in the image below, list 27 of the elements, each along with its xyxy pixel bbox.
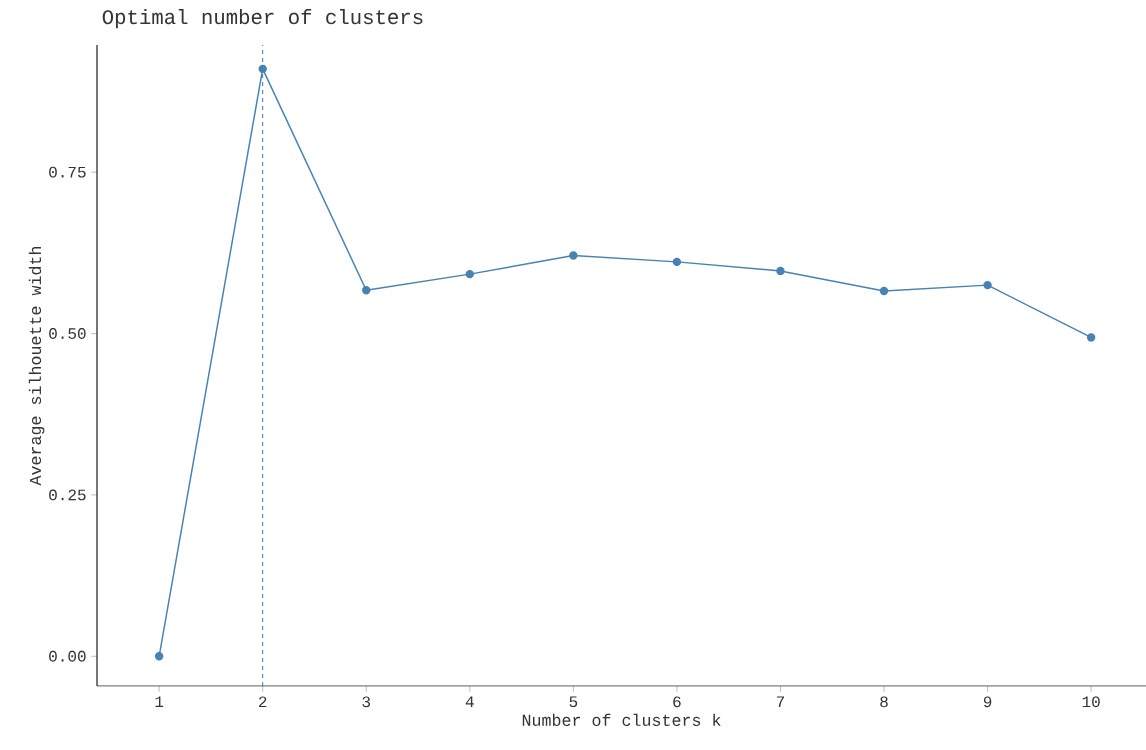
x-tick-label: 3 — [362, 696, 371, 708]
point — [672, 257, 682, 267]
point — [258, 64, 267, 74]
x-axis-title: Number of clusters k — [522, 713, 721, 726]
x-tick-label: 6 — [673, 696, 681, 708]
point — [983, 280, 992, 290]
y-tick-label: 0.25 — [49, 489, 86, 501]
x-tick-label: 8 — [880, 696, 888, 708]
point — [776, 266, 785, 276]
point — [154, 652, 164, 661]
y-tick-label: 0.75 — [49, 166, 86, 178]
y-axis-title: Average silhouette width — [28, 246, 45, 486]
x-tick-label: 1 — [155, 696, 164, 707]
point — [465, 269, 475, 279]
x-tick-label: 4 — [465, 696, 474, 707]
x-tick-label: 9 — [983, 696, 992, 708]
x-tick-label: 7 — [776, 696, 785, 707]
point — [879, 286, 889, 296]
point — [569, 251, 578, 260]
point — [362, 286, 371, 295]
point — [1086, 333, 1096, 342]
chart-title: Optimal number of clusters — [102, 9, 423, 29]
y-tick-label: 0.50 — [49, 328, 86, 339]
x-tick-label: 10 — [1082, 696, 1100, 708]
x-tick-label: 2 — [259, 696, 267, 708]
x-tick-label: 5 — [569, 696, 578, 708]
y-tick-label: 0.00 — [49, 650, 86, 662]
